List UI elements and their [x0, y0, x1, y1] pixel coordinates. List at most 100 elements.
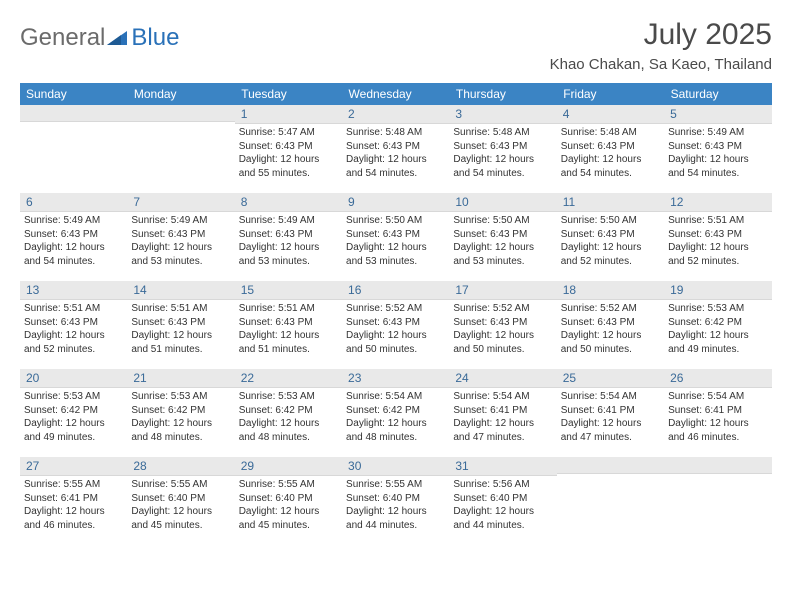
- daylight-line: Daylight: 12 hours and 44 minutes.: [346, 505, 445, 532]
- day-number: 1: [235, 105, 342, 124]
- sunset-line: Sunset: 6:41 PM: [453, 404, 552, 418]
- day-number: 25: [557, 369, 664, 388]
- day-details: Sunrise: 5:53 AMSunset: 6:42 PMDaylight:…: [664, 300, 771, 362]
- day-details: Sunrise: 5:49 AMSunset: 6:43 PMDaylight:…: [235, 212, 342, 274]
- daylight-line: Daylight: 12 hours and 51 minutes.: [131, 329, 230, 356]
- calendar-day-cell: 17Sunrise: 5:52 AMSunset: 6:43 PMDayligh…: [449, 281, 556, 369]
- calendar-week-row: 1Sunrise: 5:47 AMSunset: 6:43 PMDaylight…: [20, 105, 772, 193]
- calendar-day-cell: 22Sunrise: 5:53 AMSunset: 6:42 PMDayligh…: [235, 369, 342, 457]
- day-number: 18: [557, 281, 664, 300]
- weekday-header: Tuesday: [235, 83, 342, 105]
- sunrise-line: Sunrise: 5:48 AM: [561, 126, 660, 140]
- calendar-day-cell: 20Sunrise: 5:53 AMSunset: 6:42 PMDayligh…: [20, 369, 127, 457]
- sunrise-line: Sunrise: 5:49 AM: [668, 126, 767, 140]
- calendar-day-cell: 30Sunrise: 5:55 AMSunset: 6:40 PMDayligh…: [342, 457, 449, 545]
- empty-day-bar: [127, 105, 234, 122]
- calendar-header: SundayMondayTuesdayWednesdayThursdayFrid…: [20, 83, 772, 105]
- day-details: Sunrise: 5:48 AMSunset: 6:43 PMDaylight:…: [342, 124, 449, 186]
- day-details: Sunrise: 5:49 AMSunset: 6:43 PMDaylight:…: [20, 212, 127, 274]
- day-number: 20: [20, 369, 127, 388]
- daylight-line: Daylight: 12 hours and 53 minutes.: [131, 241, 230, 268]
- daylight-line: Daylight: 12 hours and 48 minutes.: [346, 417, 445, 444]
- day-details: Sunrise: 5:55 AMSunset: 6:40 PMDaylight:…: [342, 476, 449, 538]
- weekday-header: Thursday: [449, 83, 556, 105]
- sunset-line: Sunset: 6:42 PM: [131, 404, 230, 418]
- daylight-line: Daylight: 12 hours and 48 minutes.: [239, 417, 338, 444]
- sunset-line: Sunset: 6:43 PM: [453, 316, 552, 330]
- calendar-day-cell: 9Sunrise: 5:50 AMSunset: 6:43 PMDaylight…: [342, 193, 449, 281]
- empty-day-bar: [557, 457, 664, 474]
- sunset-line: Sunset: 6:42 PM: [24, 404, 123, 418]
- sunset-line: Sunset: 6:43 PM: [346, 228, 445, 242]
- calendar-day-cell: 29Sunrise: 5:55 AMSunset: 6:40 PMDayligh…: [235, 457, 342, 545]
- weekday-header: Sunday: [20, 83, 127, 105]
- calendar-day-cell: 31Sunrise: 5:56 AMSunset: 6:40 PMDayligh…: [449, 457, 556, 545]
- calendar-day-cell: 27Sunrise: 5:55 AMSunset: 6:41 PMDayligh…: [20, 457, 127, 545]
- weekday-header: Wednesday: [342, 83, 449, 105]
- calendar-day-cell: 23Sunrise: 5:54 AMSunset: 6:42 PMDayligh…: [342, 369, 449, 457]
- daylight-line: Daylight: 12 hours and 52 minutes.: [561, 241, 660, 268]
- daylight-line: Daylight: 12 hours and 54 minutes.: [346, 153, 445, 180]
- day-details: Sunrise: 5:51 AMSunset: 6:43 PMDaylight:…: [127, 300, 234, 362]
- day-details: Sunrise: 5:48 AMSunset: 6:43 PMDaylight:…: [557, 124, 664, 186]
- sunset-line: Sunset: 6:43 PM: [561, 228, 660, 242]
- calendar-day-cell: 12Sunrise: 5:51 AMSunset: 6:43 PMDayligh…: [664, 193, 771, 281]
- calendar-day-cell: 2Sunrise: 5:48 AMSunset: 6:43 PMDaylight…: [342, 105, 449, 193]
- calendar-week-row: 6Sunrise: 5:49 AMSunset: 6:43 PMDaylight…: [20, 193, 772, 281]
- brand-part2: Blue: [131, 24, 179, 52]
- calendar-day-cell: [127, 105, 234, 193]
- sunrise-line: Sunrise: 5:53 AM: [668, 302, 767, 316]
- calendar-day-cell: 18Sunrise: 5:52 AMSunset: 6:43 PMDayligh…: [557, 281, 664, 369]
- sunrise-line: Sunrise: 5:53 AM: [131, 390, 230, 404]
- daylight-line: Daylight: 12 hours and 54 minutes.: [561, 153, 660, 180]
- sunrise-line: Sunrise: 5:50 AM: [346, 214, 445, 228]
- calendar-day-cell: 24Sunrise: 5:54 AMSunset: 6:41 PMDayligh…: [449, 369, 556, 457]
- day-details: Sunrise: 5:54 AMSunset: 6:41 PMDaylight:…: [449, 388, 556, 450]
- sunset-line: Sunset: 6:43 PM: [346, 316, 445, 330]
- sunset-line: Sunset: 6:43 PM: [239, 228, 338, 242]
- day-number: 30: [342, 457, 449, 476]
- calendar-table: SundayMondayTuesdayWednesdayThursdayFrid…: [20, 83, 772, 545]
- day-number: 24: [449, 369, 556, 388]
- calendar-day-cell: 21 Sunrise: 5:53 AMSunset: 6:42 PMDayligh…: [127, 369, 234, 457]
- sunrise-line: Sunrise: 5:54 AM: [346, 390, 445, 404]
- sunrise-line: Sunrise: 5:51 AM: [239, 302, 338, 316]
- day-number: 31: [449, 457, 556, 476]
- day-details: Sunrise: 5:47 AMSunset: 6:43 PMDaylight:…: [235, 124, 342, 186]
- day-details: Sunrise: 5:49 AMSunset: 6:43 PMDaylight:…: [127, 212, 234, 274]
- day-number: 3: [449, 105, 556, 124]
- day-number: 13: [20, 281, 127, 300]
- day-details: Sunrise: 5:55 AMSunset: 6:40 PMDaylight:…: [127, 476, 234, 538]
- day-details: Sunrise: 5:54 AMSunset: 6:41 PMDaylight:…: [664, 388, 771, 450]
- brand-logo: General Blue: [20, 24, 179, 52]
- sunset-line: Sunset: 6:42 PM: [346, 404, 445, 418]
- daylight-line: Daylight: 12 hours and 48 minutes.: [131, 417, 230, 444]
- day-number: 12: [664, 193, 771, 212]
- location-label: Khao Chakan, Sa Kaeo, Thailand: [550, 56, 772, 73]
- daylight-line: Daylight: 12 hours and 53 minutes.: [239, 241, 338, 268]
- sunset-line: Sunset: 6:40 PM: [346, 492, 445, 506]
- sunrise-line: Sunrise: 5:54 AM: [453, 390, 552, 404]
- weekday-header: Friday: [557, 83, 664, 105]
- sunset-line: Sunset: 6:43 PM: [346, 140, 445, 154]
- sunset-line: Sunset: 6:40 PM: [453, 492, 552, 506]
- sunrise-line: Sunrise: 5:51 AM: [668, 214, 767, 228]
- daylight-line: Daylight: 12 hours and 50 minutes.: [561, 329, 660, 356]
- header-right: July 2025 Khao Chakan, Sa Kaeo, Thailand: [550, 18, 772, 73]
- sunset-line: Sunset: 6:42 PM: [668, 316, 767, 330]
- day-number: 27: [20, 457, 127, 476]
- day-number: 29: [235, 457, 342, 476]
- day-details: Sunrise: 5:53 AMSunset: 6:42 PMDaylight:…: [20, 388, 127, 450]
- day-number: 10: [449, 193, 556, 212]
- sunrise-line: Sunrise: 5:52 AM: [453, 302, 552, 316]
- sunrise-line: Sunrise: 5:47 AM: [239, 126, 338, 140]
- day-details: Sunrise: 5:52 AMSunset: 6:43 PMDaylight:…: [342, 300, 449, 362]
- day-number: 21: [127, 369, 234, 388]
- sunrise-line: Sunrise: 5:55 AM: [239, 478, 338, 492]
- calendar-day-cell: [557, 457, 664, 545]
- day-details: Sunrise: 5:50 AMSunset: 6:43 PMDaylight:…: [557, 212, 664, 274]
- calendar-day-cell: 3Sunrise: 5:48 AMSunset: 6:43 PMDaylight…: [449, 105, 556, 193]
- sunrise-line: Sunrise: 5:50 AM: [453, 214, 552, 228]
- empty-day-bar: [20, 105, 127, 122]
- day-number: 16: [342, 281, 449, 300]
